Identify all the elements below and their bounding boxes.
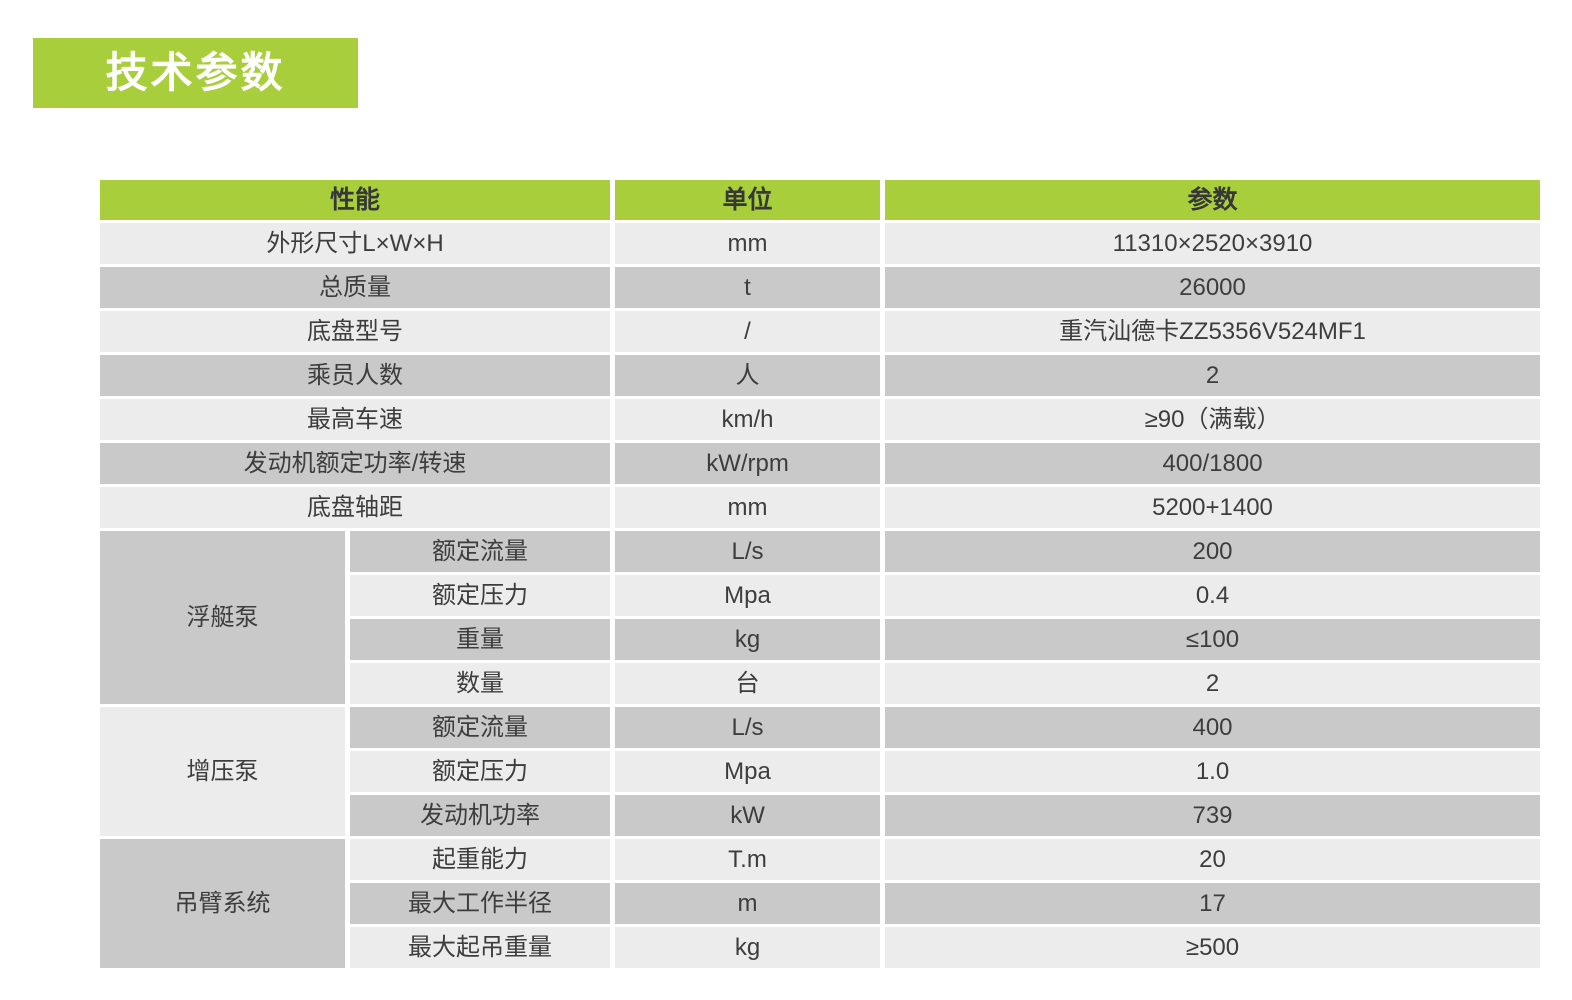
sub-label-cell: 最大工作半径 [350, 883, 611, 924]
value-cell: 400/1800 [885, 443, 1541, 484]
unit-cell: Mpa [615, 575, 881, 616]
value-cell: 0.4 [885, 575, 1541, 616]
value-cell: 2 [885, 355, 1541, 396]
table-row: 最大工作半径 m 17 [100, 883, 1541, 924]
table-row: 数量台 2 [100, 663, 1541, 704]
table-row: 总质量 t 26000 [100, 267, 1541, 308]
table-row: 吊臂系统 起重能力 T.m 20 [100, 839, 1541, 968]
table-row: 重量 kg ≤100 [100, 619, 1541, 660]
unit-cell: kg [615, 927, 881, 968]
sub-label-cell: 重量 [350, 619, 611, 660]
value-cell: 20 [885, 839, 1541, 880]
unit-cell: L/s [615, 707, 881, 748]
header-cell-parameter: 参数 [885, 180, 1541, 220]
unit-cell: 人 [615, 355, 881, 396]
value-cell: ≤100 [885, 619, 1541, 660]
value-cell: 1.0 [885, 751, 1541, 792]
value-cell: 200 [885, 531, 1541, 572]
table-row: 浮艇泵 额定流量 L/s 200 [100, 531, 1541, 704]
value-cell: 重汽汕德卡ZZ5356V524MF1 [885, 311, 1541, 352]
unit-cell: mm [615, 223, 881, 264]
section-title-box: 技术参数 [33, 38, 358, 108]
unit-cell: L/s [615, 531, 881, 572]
value-cell: 26000 [885, 267, 1541, 308]
table-row: 发动机功率 kW 739 [100, 795, 1541, 836]
value-cell: ≥90（满载） [885, 399, 1541, 440]
unit-cell: / [615, 311, 881, 352]
group-label-cell: 吊臂系统 [100, 839, 345, 968]
sub-label-cell: 数量 [350, 663, 611, 704]
sub-label-cell: 额定流量 [350, 531, 611, 572]
value-cell: 17 [885, 883, 1541, 924]
unit-cell: 台 [615, 663, 881, 704]
sub-label-cell: 最大起吊重量 [350, 927, 611, 968]
sub-label-cell: 额定压力 [350, 575, 611, 616]
unit-cell: kW [615, 795, 881, 836]
table-row: 最大起吊重量 kg ≥500 [100, 927, 1541, 968]
table-row: 额定压力 Mpa 1.0 [100, 751, 1541, 792]
unit-cell: kg [615, 619, 881, 660]
unit-cell: t [615, 267, 881, 308]
group-label-cell: 浮艇泵 [100, 531, 345, 704]
header-row: 性能 单位 参数 [100, 180, 1541, 220]
table-row: 最高车速 km/h ≥90（满载） [100, 399, 1541, 440]
value-cell: 400 [885, 707, 1541, 748]
unit-cell: km/h [615, 399, 881, 440]
label-cell: 底盘型号 [100, 311, 611, 352]
label-cell: 外形尺寸L×W×H [100, 223, 611, 264]
sub-label-cell: 额定压力 [350, 751, 611, 792]
value-cell: 11310×2520×3910 [885, 223, 1541, 264]
label-cell: 发动机额定功率/转速 [100, 443, 611, 484]
sub-label-cell: 额定流量 [350, 707, 611, 748]
spec-table: 性能 单位 参数 外形尺寸L×W×H mm 11310×2520×3910 总质量 t 2… [95, 177, 1545, 971]
label-cell: 总质量 [100, 267, 611, 308]
header-cell-unit: 单位 [615, 180, 881, 220]
unit-cell: m [615, 883, 881, 924]
table-row: 增压泵 额定流量 L/s 400 [100, 707, 1541, 836]
sub-label-cell: 发动机功率 [350, 795, 611, 836]
unit-cell: mm [615, 487, 881, 528]
table-row: 外形尺寸L×W×H mm 11310×2520×3910 [100, 223, 1541, 264]
label-cell: 最高车速 [100, 399, 611, 440]
value-cell: 739 [885, 795, 1541, 836]
value-cell: 5200+1400 [885, 487, 1541, 528]
label-cell: 乘员人数 [100, 355, 611, 396]
sub-label-cell: 起重能力 [350, 839, 611, 880]
table-row: 乘员人数人 2 [100, 355, 1541, 396]
value-cell: ≥500 [885, 927, 1541, 968]
table-row: 底盘型号 / 重汽汕德卡ZZ5356V524MF1 [100, 311, 1541, 352]
unit-cell: Mpa [615, 751, 881, 792]
unit-cell: T.m [615, 839, 881, 880]
label-cell: 底盘轴距 [100, 487, 611, 528]
table-row: 底盘轴距 mm 5200+1400 [100, 487, 1541, 528]
unit-cell: kW/rpm [615, 443, 881, 484]
group-label-cell: 增压泵 [100, 707, 345, 836]
spec-table-body: 外形尺寸L×W×H mm 11310×2520×3910 总质量 t 26000 底盘型号 /… [100, 223, 1541, 968]
value-cell: 2 [885, 663, 1541, 704]
header-cell-performance: 性能 [100, 180, 611, 220]
table-row: 发动机额定功率/转速 kW/rpm 400/1800 [100, 443, 1541, 484]
table-row: 额定压力 Mpa 0.4 [100, 575, 1541, 616]
spec-table-header: 性能 单位 参数 [100, 180, 1541, 220]
section-title: 技术参数 [105, 49, 286, 96]
